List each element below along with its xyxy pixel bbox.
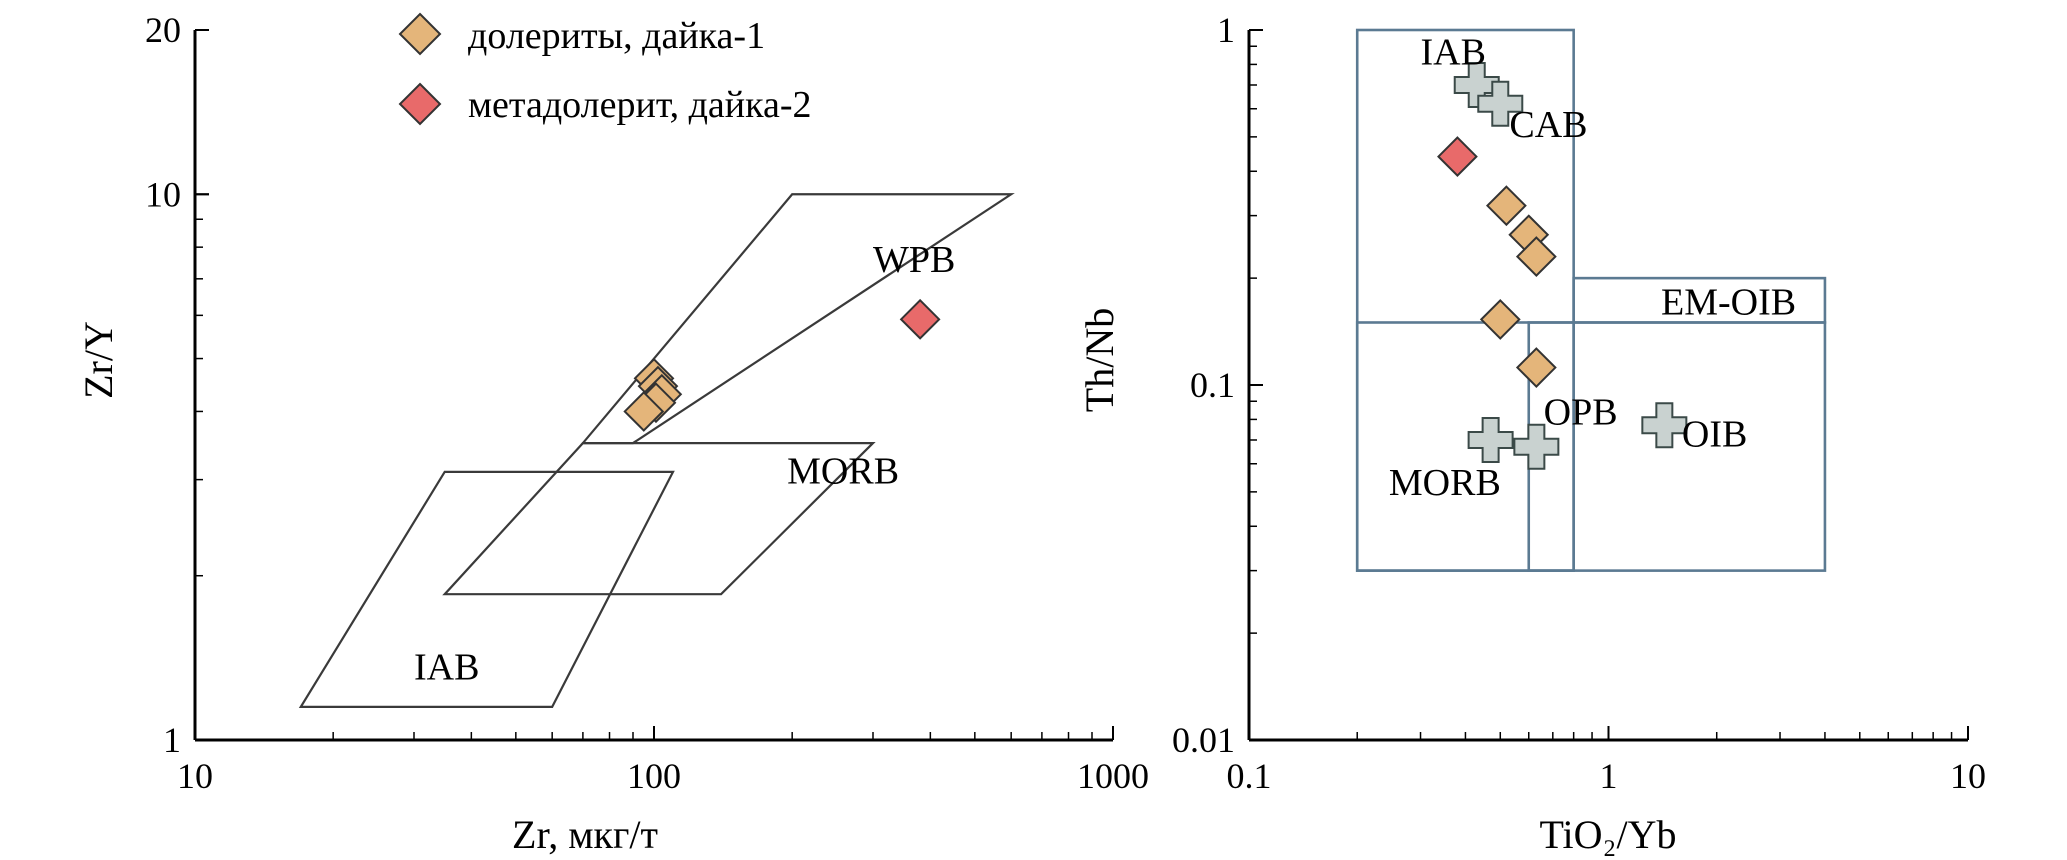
dolerite-point	[1515, 236, 1557, 278]
field-label-opb: OPB	[1544, 391, 1618, 433]
field-iab-boundary	[298, 470, 675, 708]
y-tick-label: 0.01	[1172, 720, 1235, 760]
metadolerite-point	[1437, 136, 1478, 177]
field-label-oib: OIB	[1682, 414, 1747, 456]
legend-item-dolerite: долериты, дайка-1	[398, 12, 765, 57]
field-morb-boundary	[442, 441, 876, 596]
legend: долериты, дайка-1 метадолерит, дайка-2	[398, 12, 812, 126]
x-tick-label: 100	[627, 756, 681, 796]
field-label-morb: MORB	[787, 451, 899, 493]
field-label-em-oib: EM-OIB	[1661, 281, 1796, 323]
field-label-wpb: WPB	[873, 239, 955, 281]
reference-point	[1513, 423, 1560, 470]
y-tick-label: 1	[163, 720, 181, 760]
y-axis-title: Zr/Y	[76, 321, 121, 399]
dolerite-point	[1485, 185, 1527, 227]
dolerite-point	[1515, 347, 1557, 388]
y-tick-label: 1	[1217, 10, 1235, 50]
legend-label-dolerite: долериты, дайка-1	[468, 15, 765, 57]
y-tick-label: 20	[145, 10, 181, 50]
x-axis-title: Zr, мкг/т	[512, 812, 658, 857]
field-boundary	[1355, 321, 1827, 572]
legend-marker-metadolerite	[398, 82, 442, 126]
metadolerite-point	[899, 298, 941, 340]
reference-point	[1467, 416, 1514, 463]
field-label-cab: CAB	[1509, 104, 1587, 146]
reference-point	[1641, 402, 1688, 449]
field-label-iab: IAB	[1421, 31, 1486, 73]
y-axis-title: Th/Nb	[1077, 308, 1122, 412]
x-tick-label: 1	[1600, 756, 1618, 796]
legend-marker-dolerite	[398, 12, 442, 56]
y-tick-label: 10	[145, 174, 181, 214]
dolerite-point	[623, 391, 665, 432]
x-axis-title: TiO₂/Yb	[1540, 812, 1677, 857]
right-chart-tio2yb-vs-thnb: 0.1 1 100.010.11TiO₂/YbTh/NbIABCABEM-OIBOP…	[1077, 10, 1986, 857]
legend-item-metadolerite: метадолерит, дайка-2	[398, 82, 812, 126]
x-tick-label: 1000	[1077, 756, 1149, 796]
dolerite-point	[1479, 299, 1521, 340]
reference-point	[1477, 80, 1524, 127]
x-tick-label: 0.1	[1227, 756, 1272, 796]
legend-label-metadolerite: метадолерит, дайка-2	[468, 84, 812, 126]
field-label-morb: MORB	[1389, 462, 1501, 504]
x-tick-label: 10	[177, 756, 213, 796]
field-label-iab: IAB	[414, 647, 479, 689]
x-tick-label: 10	[1950, 756, 1986, 796]
y-tick-label: 0.1	[1190, 365, 1235, 405]
